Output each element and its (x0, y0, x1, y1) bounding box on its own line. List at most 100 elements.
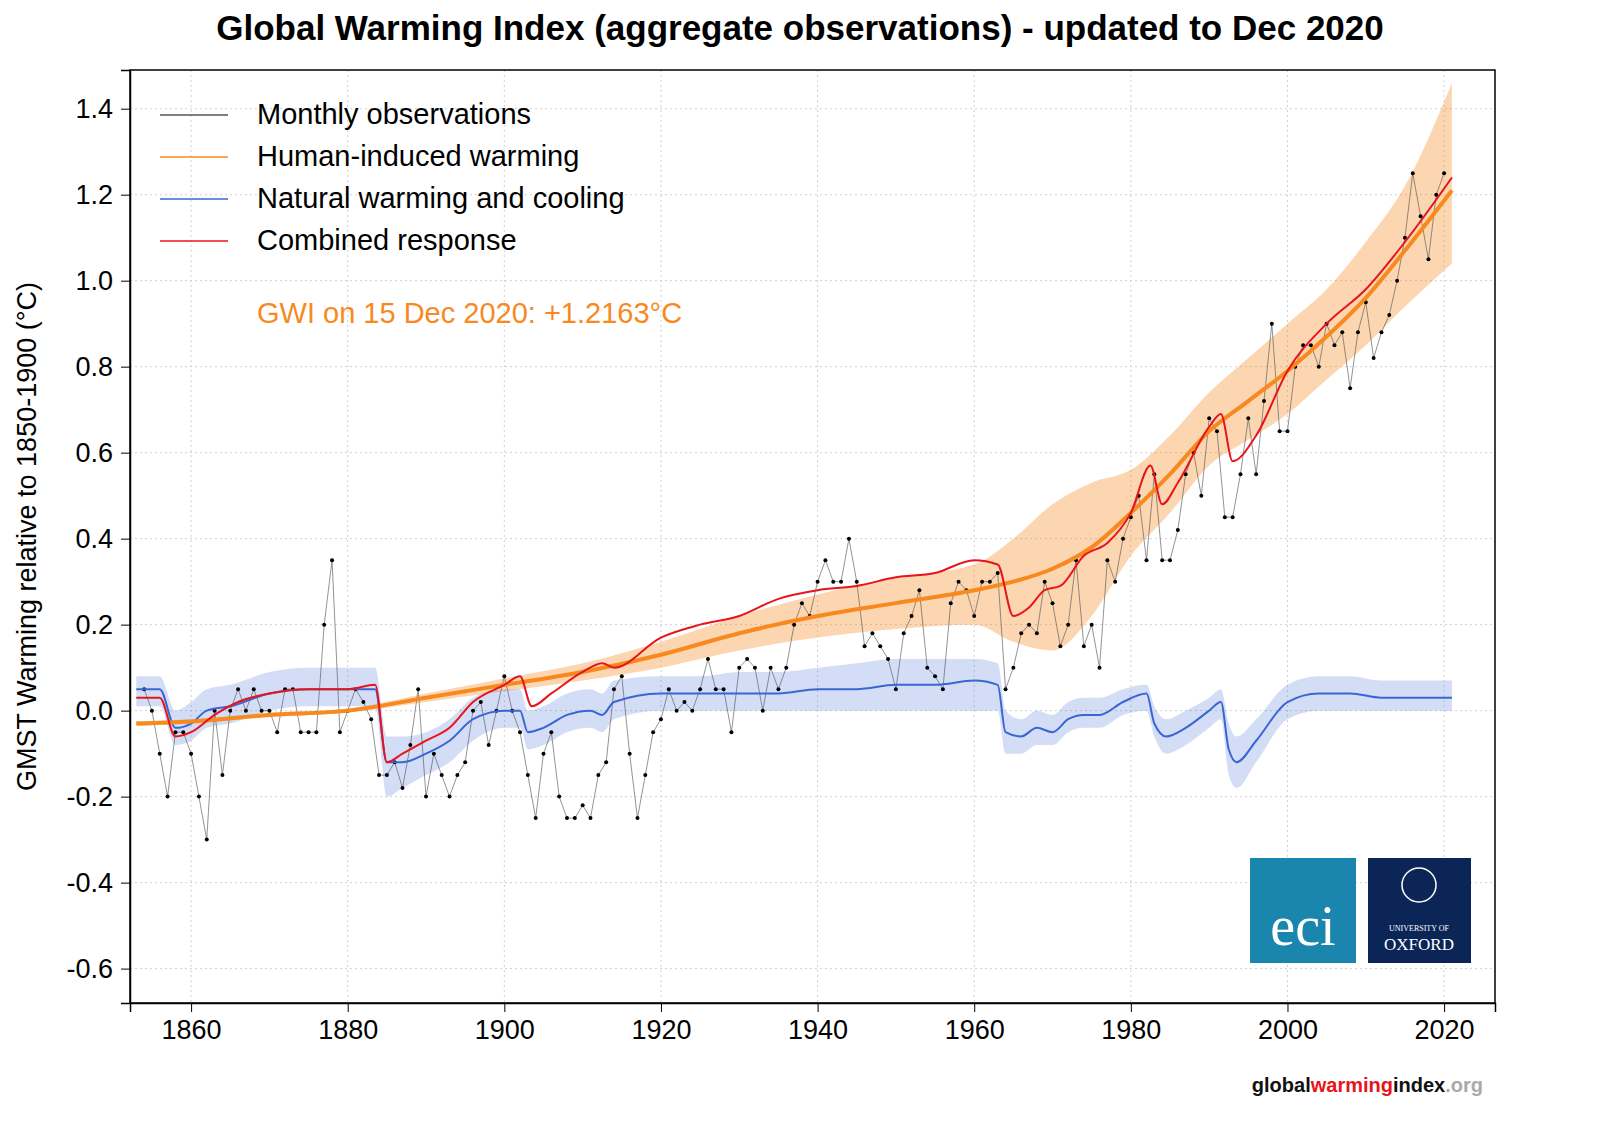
observation-dot (1348, 386, 1352, 390)
observation-dot (549, 730, 553, 734)
observation-dot (643, 773, 647, 777)
plot-frame (130, 70, 1495, 1003)
y-tick: 1.4 (75, 94, 130, 124)
y-tick: 0.2 (75, 610, 130, 640)
x-tick-label: 1960 (945, 1015, 1005, 1045)
observation-dot (1199, 494, 1203, 498)
observation-dot (534, 816, 538, 820)
observation-dot (244, 709, 248, 713)
x-tick-mark (1444, 1003, 1445, 1012)
observation-dot (173, 730, 177, 734)
observation-dot (1113, 580, 1117, 584)
uncertainty-band (136, 659, 1452, 797)
observation-dot (996, 571, 1000, 575)
observation-dot (792, 623, 796, 627)
y-tick-label: 0.8 (75, 352, 113, 382)
x-tick-mark (661, 1003, 662, 1012)
x-tick: 1900 (475, 1003, 535, 1045)
grid-line (130, 968, 1495, 969)
x-tick-label: 1920 (631, 1015, 691, 1045)
grid-line (130, 796, 1495, 797)
y-tick-label: -0.6 (66, 954, 113, 984)
observation-dot (1442, 171, 1446, 175)
y-tick-label: -0.2 (66, 782, 113, 812)
observation-dot (870, 631, 874, 635)
x-tick-mark (191, 1003, 192, 1012)
observation-dot (1082, 644, 1086, 648)
chart: Global Warming Index (aggregate observat… (0, 0, 1600, 1140)
observation-dot (816, 580, 820, 584)
observation-dot (980, 580, 984, 584)
observation-dot (628, 752, 632, 756)
observation-dot (800, 601, 804, 605)
grid-line (130, 280, 1495, 281)
legend-label: Human-induced warming (257, 140, 579, 172)
x-tick: 1940 (788, 1003, 848, 1045)
observation-dot (408, 743, 412, 747)
observation-dot (1387, 313, 1391, 317)
y-tick-mark (121, 195, 130, 196)
y-tick: 0.8 (75, 352, 130, 382)
observation-dot (448, 795, 452, 799)
y-tick: 0.6 (75, 438, 130, 468)
observation-dot (299, 730, 303, 734)
observation-dot (181, 730, 185, 734)
observation-dot (166, 795, 170, 799)
observation-dot (1411, 171, 1415, 175)
grid-line (130, 538, 1495, 539)
y-tick-mark (121, 625, 130, 626)
observation-dot (988, 580, 992, 584)
observation-dot (784, 666, 788, 670)
x-tick: 2000 (1258, 1003, 1318, 1045)
observation-dot (1215, 429, 1219, 433)
y-axis-title: GMST Warming relative to 1850-1900 (°C) (12, 282, 42, 791)
observation-dot (612, 687, 616, 691)
series-line (136, 681, 1452, 763)
observation-dot (588, 816, 592, 820)
series-line (136, 190, 1452, 723)
observation-dot (260, 709, 264, 713)
observation-dot (1019, 631, 1023, 635)
observation-dot (1004, 687, 1008, 691)
observation-dot (925, 666, 929, 670)
observation-dot (361, 700, 365, 704)
x-axis: 186018801900192019401960198020002020 (131, 1003, 1496, 1045)
observation-dot (753, 666, 757, 670)
x-tick: 1920 (631, 1003, 691, 1045)
legend: Monthly observationsHuman-induced warmin… (160, 98, 625, 256)
oxford-logo-text: UNIVERSITY OF (1389, 924, 1449, 933)
y-tick-label: 0.6 (75, 438, 113, 468)
observation-dot (1356, 330, 1360, 334)
observation-dot (197, 795, 201, 799)
observation-dot (526, 773, 530, 777)
observation-dot (1285, 429, 1289, 433)
observation-dot (635, 816, 639, 820)
observation-dot (1426, 257, 1430, 261)
observation-dot (377, 773, 381, 777)
footer-part: warming (1310, 1074, 1393, 1096)
observation-dot (745, 657, 749, 661)
x-tick: 1980 (1101, 1003, 1161, 1045)
observation-dot (1121, 537, 1125, 541)
observation-dot (220, 773, 224, 777)
observation-dot (667, 687, 671, 691)
x-tick: 1880 (318, 1003, 378, 1045)
observation-dot (158, 752, 162, 756)
observation-dot (401, 786, 405, 790)
x-tick-label: 2020 (1415, 1015, 1475, 1045)
legend-swatch (160, 198, 228, 200)
y-tick-label: -0.4 (66, 868, 113, 898)
y-tick: -0.4 (66, 868, 130, 898)
grid-line (130, 452, 1495, 453)
observation-dot (698, 687, 702, 691)
observation-dot (455, 773, 459, 777)
footer-part: global (1252, 1074, 1311, 1096)
observation-dot (416, 687, 420, 691)
observation-dot (737, 666, 741, 670)
observation-dot (690, 709, 694, 713)
legend-label: Combined response (257, 224, 517, 256)
y-tick-mark (121, 969, 130, 970)
observation-dot (471, 709, 475, 713)
observation-dot (1168, 558, 1172, 562)
observation-dot (565, 816, 569, 820)
